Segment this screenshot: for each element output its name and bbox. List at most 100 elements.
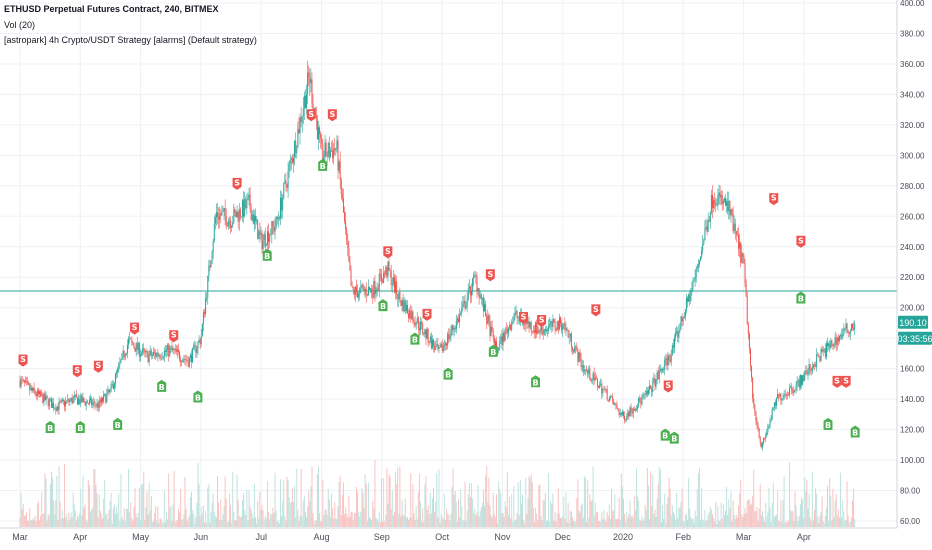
candle-body [561, 323, 563, 331]
candle-body [504, 328, 506, 341]
time-axis[interactable]: Mar Apr May Jun Jul Aug Sep Oct Nov Dec 2020 Feb Mar… [12, 532, 811, 542]
volume-bar [188, 515, 190, 527]
candle-body [680, 316, 682, 330]
candle-body [259, 231, 261, 235]
candle-body [157, 352, 159, 356]
candle-body [476, 276, 478, 291]
volume-bar [660, 522, 662, 527]
volume-bar [685, 513, 687, 527]
volume-bar [169, 507, 171, 527]
candle-body [598, 386, 600, 388]
candle-body [614, 403, 616, 405]
candle-body [581, 365, 583, 368]
sell-signal-label: S [771, 194, 777, 203]
candle-body [493, 338, 495, 349]
volume-bar [281, 516, 283, 527]
candle-body [212, 241, 214, 253]
candle-body [133, 344, 135, 348]
strategy-indicator-label[interactable]: [astropark] 4h Crypto/USDT Strategy [ala… [4, 35, 257, 45]
volume-bar [155, 506, 157, 527]
candle-body [840, 335, 842, 336]
candle-body [618, 411, 620, 416]
volume-bar [277, 520, 279, 527]
candle-body [92, 403, 94, 406]
candle-body [774, 402, 776, 406]
candle-body [213, 223, 215, 242]
candle-body [827, 343, 829, 347]
volume-bar [221, 520, 223, 527]
buy-signal-marker [823, 417, 833, 430]
candle-body [706, 226, 708, 232]
time-tick-label: Dec [555, 532, 572, 542]
candle-body [150, 350, 152, 356]
candle-body [324, 142, 326, 158]
candle-body [418, 328, 420, 331]
candle-body [551, 321, 553, 327]
volume-bar [109, 500, 111, 527]
volume-bar [478, 516, 480, 527]
candle-body [566, 328, 568, 331]
candle-body [524, 324, 526, 325]
candle-body [430, 336, 432, 349]
volume-bar [365, 483, 367, 527]
volume-bar [575, 522, 577, 527]
volume-bar [766, 516, 768, 527]
volume-bar [468, 483, 470, 527]
buy-signal-marker [45, 420, 55, 433]
volume-bar [29, 508, 31, 527]
candle-body [671, 345, 673, 355]
price-tick-label: 320.00 [900, 121, 925, 130]
candle-body [716, 204, 718, 206]
volume-bar [815, 488, 817, 527]
volume-bar [346, 513, 348, 527]
volume-bar [485, 475, 487, 527]
volume-indicator-label[interactable]: Vol (20) [4, 20, 36, 30]
volume-bar [608, 504, 610, 527]
candle-body [828, 343, 830, 347]
volume-bar [347, 517, 349, 527]
candle-body [183, 358, 185, 360]
volume-bar [649, 519, 651, 527]
symbol-title[interactable]: ETHUSD Perpetual Futures Contract, 240, … [4, 4, 219, 14]
sell-signal-marker [422, 308, 432, 321]
buy-signal-marker [410, 332, 420, 345]
volume-bar [459, 516, 461, 527]
volume-bar [206, 522, 208, 527]
volume-bar [60, 518, 62, 527]
volume-bar [21, 509, 23, 527]
candle-body [461, 308, 463, 314]
volume-bar [757, 520, 759, 527]
candle-body [210, 260, 212, 268]
candle-body [166, 349, 168, 352]
candle-body [588, 368, 590, 374]
volume-bar [725, 510, 727, 527]
volume-bar [325, 509, 327, 527]
candle-body [237, 211, 239, 222]
volume-bar [523, 519, 525, 527]
candle-body [401, 299, 403, 306]
candle-body [387, 261, 389, 277]
candle-body [27, 381, 29, 383]
candle-body [209, 265, 211, 268]
candle-body [846, 323, 848, 330]
volume-bar [192, 510, 194, 527]
candle-body [443, 345, 445, 346]
candle-body [805, 370, 807, 372]
buy-signal-label: B [852, 429, 858, 438]
candle-body [678, 330, 680, 338]
candle-body [217, 212, 219, 217]
volume-bar [673, 514, 675, 527]
volume-bar [846, 481, 848, 527]
candle-body [57, 406, 59, 410]
candle-body [326, 155, 328, 157]
volume-bar [235, 520, 237, 527]
volume-bar [95, 484, 97, 527]
candle-body [679, 329, 681, 331]
candle-body [53, 403, 55, 409]
candle-body [579, 352, 581, 359]
volume-bar [550, 501, 552, 527]
volume-bar [49, 483, 51, 527]
buy-signal-label: B [445, 371, 451, 380]
candle-body [507, 327, 509, 334]
